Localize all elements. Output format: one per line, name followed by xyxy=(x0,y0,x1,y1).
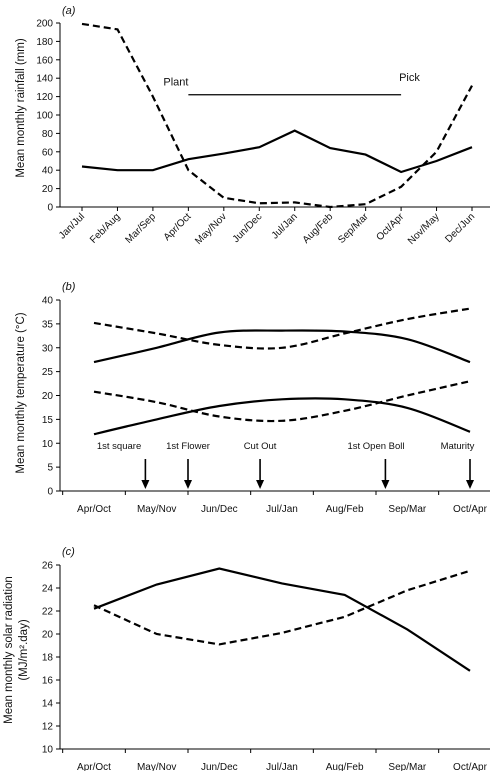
x-tick-label: Jan/Jul xyxy=(57,211,87,241)
x-tick-label: May/Nov xyxy=(137,762,176,771)
y-tick-label: 200 xyxy=(36,19,53,30)
stage-arrow-head-2 xyxy=(184,480,192,489)
y-tick-label: 0 xyxy=(47,487,53,498)
stage-arrow-head-3 xyxy=(256,480,265,489)
y-tick-label: 22 xyxy=(42,607,54,618)
x-tick-label: Sep/Mar xyxy=(336,211,371,246)
series-line-2-dashed xyxy=(93,307,471,350)
x-tick-label: Oct/Apr xyxy=(374,211,406,243)
x-tick-label: Apr/Oct xyxy=(77,504,111,515)
y-tick-label: 25 xyxy=(42,367,54,378)
y-tick-label: 80 xyxy=(42,129,54,140)
rainfall-y-axis-label: Mean monthly rainfall (mm) xyxy=(15,38,27,177)
x-tick-label: Sep/Mar xyxy=(388,762,426,771)
y-tick-label: 18 xyxy=(42,653,54,664)
x-tick-label: Sep/Mar xyxy=(388,504,426,515)
panel-label-a: (a) xyxy=(62,5,76,17)
stage-label-1: 1st square xyxy=(97,441,141,452)
x-tick-label: May/Nov xyxy=(193,211,229,247)
series-line-1-solid xyxy=(93,329,471,364)
series-line-2-dashed xyxy=(93,569,471,646)
solar-y-axis-label-line2: (MJ/m².day) xyxy=(18,619,30,681)
series-line-4-dashed xyxy=(93,380,471,423)
y-tick-label: 16 xyxy=(42,676,54,687)
x-tick-label: Nov/May xyxy=(406,211,442,247)
x-tick-label: May/Nov xyxy=(137,504,176,515)
panel-label-b: (b) xyxy=(62,281,76,293)
x-tick-label: Dec/Jun xyxy=(443,211,477,245)
x-tick-label: Aug/Feb xyxy=(301,211,336,246)
stage-arrow-head-4 xyxy=(381,480,390,489)
y-tick-label: 20 xyxy=(42,630,54,641)
y-tick-label: 60 xyxy=(42,147,54,158)
x-tick-label: Mar/Sep xyxy=(124,211,159,246)
y-tick-label: 15 xyxy=(42,415,54,426)
y-tick-label: 140 xyxy=(36,74,53,85)
stage-label-3: Cut Out xyxy=(244,441,277,452)
x-tick-label: Feb/Aug xyxy=(88,211,123,246)
solar-y-axis-label-line1: Mean monthly solar radiation xyxy=(3,576,15,724)
y-tick-label: 26 xyxy=(42,561,54,572)
y-tick-label: 160 xyxy=(36,55,53,66)
x-tick-label: Jul/Jan xyxy=(270,211,300,241)
x-tick-label: Apr/Oct xyxy=(162,211,194,243)
temperature-chart: (b) Mean monthly temperature (°C) 0 5 10 15… xyxy=(15,281,490,515)
y-tick-label: 30 xyxy=(42,343,54,354)
y-tick-label: 24 xyxy=(42,584,54,595)
y-tick-label: 12 xyxy=(42,722,54,733)
y-tick-label: 0 xyxy=(47,203,53,214)
y-tick-label: 14 xyxy=(42,699,54,710)
solar-radiation-chart: (c) Mean monthly solar radiation (MJ/m².… xyxy=(3,546,490,771)
series-line-3-solid xyxy=(93,397,471,436)
y-tick-label: 180 xyxy=(36,37,53,48)
x-tick-label: Aug/Feb xyxy=(326,762,364,771)
series-line-2-dashed xyxy=(81,22,473,209)
x-tick-label: Apr/Oct xyxy=(77,762,111,771)
x-tick-label: Jun/Dec xyxy=(201,762,238,771)
x-tick-label: Oct/Apr xyxy=(453,504,488,515)
y-tick-label: 20 xyxy=(42,391,54,402)
x-tick-label: Aug/Feb xyxy=(326,504,364,515)
stage-label-5: Maturity xyxy=(441,441,475,452)
y-tick-label: 35 xyxy=(42,319,54,330)
x-tick-label: Jun/Dec xyxy=(201,504,238,515)
x-tick-label: Oct/Apr xyxy=(453,762,488,771)
x-tick-label: Jun/Dec xyxy=(231,211,265,245)
series-line-1-solid xyxy=(81,129,473,174)
series-line-1-solid xyxy=(93,567,471,672)
y-tick-label: 10 xyxy=(42,439,54,450)
annotation-plant: Plant xyxy=(163,77,188,89)
y-tick-label: 10 xyxy=(42,745,54,756)
stage-label-2: 1st Flower xyxy=(166,441,210,452)
y-tick-label: 100 xyxy=(36,111,53,122)
y-tick-label: 40 xyxy=(42,166,54,177)
annotation-pick: Pick xyxy=(399,72,420,84)
y-tick-label: 20 xyxy=(42,184,54,195)
stage-label-4: 1st Open Boll xyxy=(347,441,404,452)
y-tick-label: 120 xyxy=(36,92,53,103)
temperature-y-axis-label: Mean monthly temperature (°C) xyxy=(15,312,27,473)
stage-arrow-head-5 xyxy=(466,480,474,489)
panel-label-c: (c) xyxy=(62,546,75,558)
y-tick-label: 5 xyxy=(47,463,53,474)
rainfall-chart: (a) Mean monthly rainfall (mm) 0 20 40 60 80… xyxy=(15,5,490,247)
stage-arrow-head-1 xyxy=(141,480,150,489)
y-tick-label: 40 xyxy=(42,296,54,307)
x-tick-label: Jul/Jan xyxy=(266,504,298,515)
x-tick-label: Jul/Jan xyxy=(266,762,298,771)
